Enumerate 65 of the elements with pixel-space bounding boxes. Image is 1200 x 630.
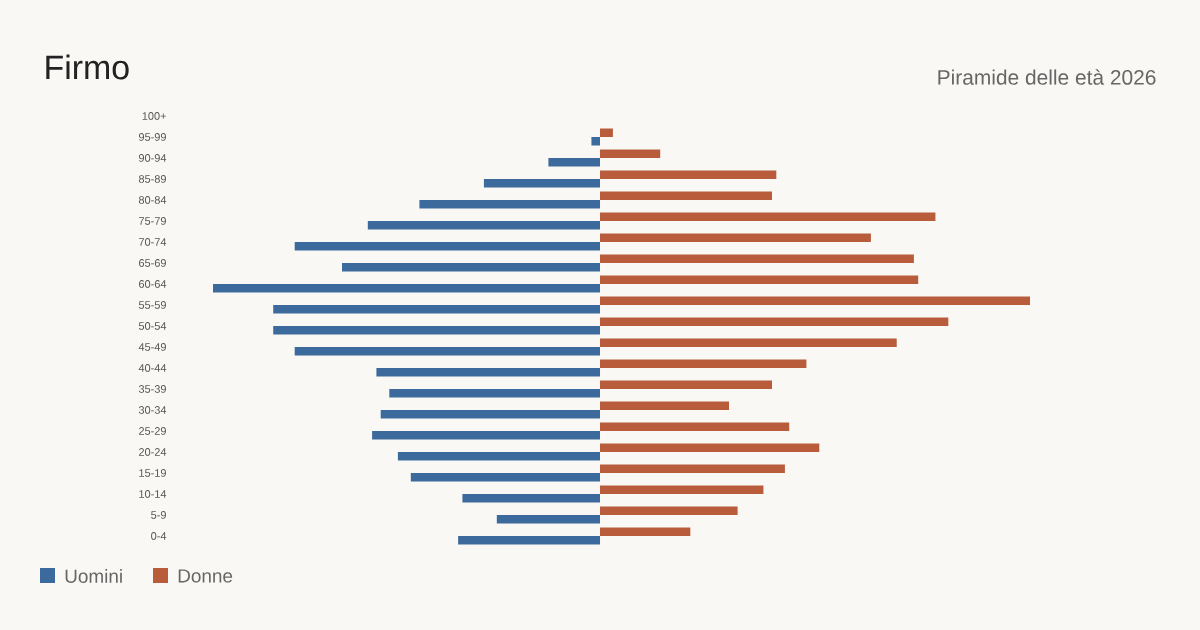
y-tick-label: 90-94 xyxy=(138,154,167,162)
y-tick-label: 95-99 xyxy=(138,133,166,141)
y-tick-label: 65-69 xyxy=(139,259,166,267)
y-tick-label: 25-29 xyxy=(139,427,166,435)
y-tick-label: 15-19 xyxy=(139,469,166,477)
y-tick-label: 0-4 xyxy=(151,532,167,540)
bar xyxy=(600,380,773,389)
y-tick-label: 30-34 xyxy=(138,406,167,414)
y-tick-label: 35-39 xyxy=(138,385,166,393)
bar xyxy=(376,367,601,377)
bar xyxy=(600,506,738,515)
y-tick-label: 55-59 xyxy=(138,301,166,309)
bar xyxy=(380,409,601,419)
bar xyxy=(496,514,601,524)
bar xyxy=(600,485,764,494)
bar xyxy=(342,262,601,272)
bar xyxy=(458,535,601,545)
y-tick-label: 60-64 xyxy=(139,280,167,288)
bar xyxy=(600,359,807,368)
bar xyxy=(600,317,949,326)
bar xyxy=(213,283,601,293)
bar xyxy=(600,464,785,473)
bar xyxy=(600,275,919,284)
y-tick-label: 40-44 xyxy=(138,364,167,372)
bar xyxy=(372,430,601,440)
legend-label: Uomini xyxy=(65,569,122,583)
bar xyxy=(419,199,601,209)
bar xyxy=(548,157,601,167)
bar xyxy=(273,304,601,314)
y-tick-label: 85-89 xyxy=(138,175,166,183)
bar xyxy=(600,401,730,410)
y-tick-label: 20-24 xyxy=(139,448,167,456)
bar xyxy=(600,422,790,431)
y-tick-label: 70-74 xyxy=(139,238,167,246)
y-tick-label: 5-9 xyxy=(151,511,166,519)
bar xyxy=(600,170,777,179)
bar xyxy=(462,493,601,503)
y-tick-label: 80-84 xyxy=(138,196,167,204)
bar xyxy=(600,128,613,137)
bar xyxy=(600,233,871,242)
y-tick-label: 45-49 xyxy=(138,343,166,351)
bar xyxy=(600,191,773,200)
chart-title: Firmo xyxy=(46,54,129,80)
bar xyxy=(600,212,936,221)
legend-label: Donne xyxy=(178,569,233,583)
bar xyxy=(600,338,897,347)
bar xyxy=(410,472,601,482)
bar xyxy=(483,178,601,188)
bar xyxy=(273,325,601,335)
bar xyxy=(600,296,1031,305)
bar xyxy=(600,254,914,263)
bar xyxy=(367,220,601,230)
bar xyxy=(397,451,601,461)
bar xyxy=(389,388,601,398)
bar xyxy=(600,443,820,452)
bar xyxy=(600,527,691,536)
y-tick-label: 10-14 xyxy=(139,490,167,498)
y-tick-label: 50-54 xyxy=(138,322,167,330)
chart-subtitle: Piramide delle età 2026 xyxy=(938,69,1156,85)
y-tick-label: 75-79 xyxy=(139,217,166,225)
y-tick-label: 100+ xyxy=(142,112,166,120)
bar xyxy=(591,136,601,146)
bar xyxy=(294,241,601,251)
bar xyxy=(600,149,661,158)
bar xyxy=(294,346,601,356)
